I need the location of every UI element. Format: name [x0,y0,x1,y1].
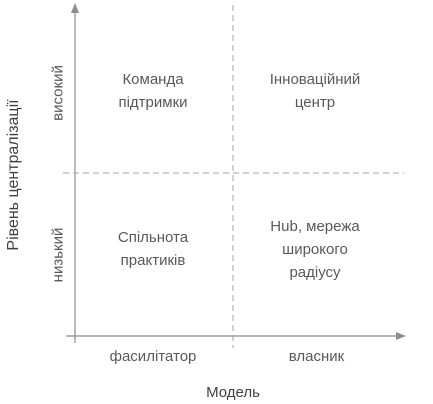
quadrant-line: підтримки [118,94,188,111]
quadrant-top-left: Команда підтримки [78,68,228,114]
quadrant-bottom-right: Hub, мережа широкого радіусу [240,215,390,284]
quadrant-line: Команда [122,71,184,88]
quadrant-line: центр [294,94,336,111]
quadrant-bottom-left: Спільнота практиків [78,226,228,272]
quadrant-line: Спільнота [117,229,189,246]
quadrant-line: практиків [120,252,186,269]
x-tick-left: фасилітатор [109,348,197,365]
x-tick-right: власник [288,348,345,365]
quadrant-line: Hub, мережа [270,218,360,235]
quadrant-top-right: Інноваційний центр [240,68,390,114]
y-axis-title: Рівень централізації [5,99,22,251]
y-tick-low: низький [49,227,67,283]
quadrant-line: Інноваційний [269,71,361,88]
quadrant-line: широкого [282,241,348,258]
x-axis-title: Модель [206,384,260,401]
quadrant-line: радіусу [289,264,341,281]
x-axis-arrow [396,332,406,340]
y-axis-arrow [71,3,79,13]
y-tick-high: високий [49,65,67,121]
